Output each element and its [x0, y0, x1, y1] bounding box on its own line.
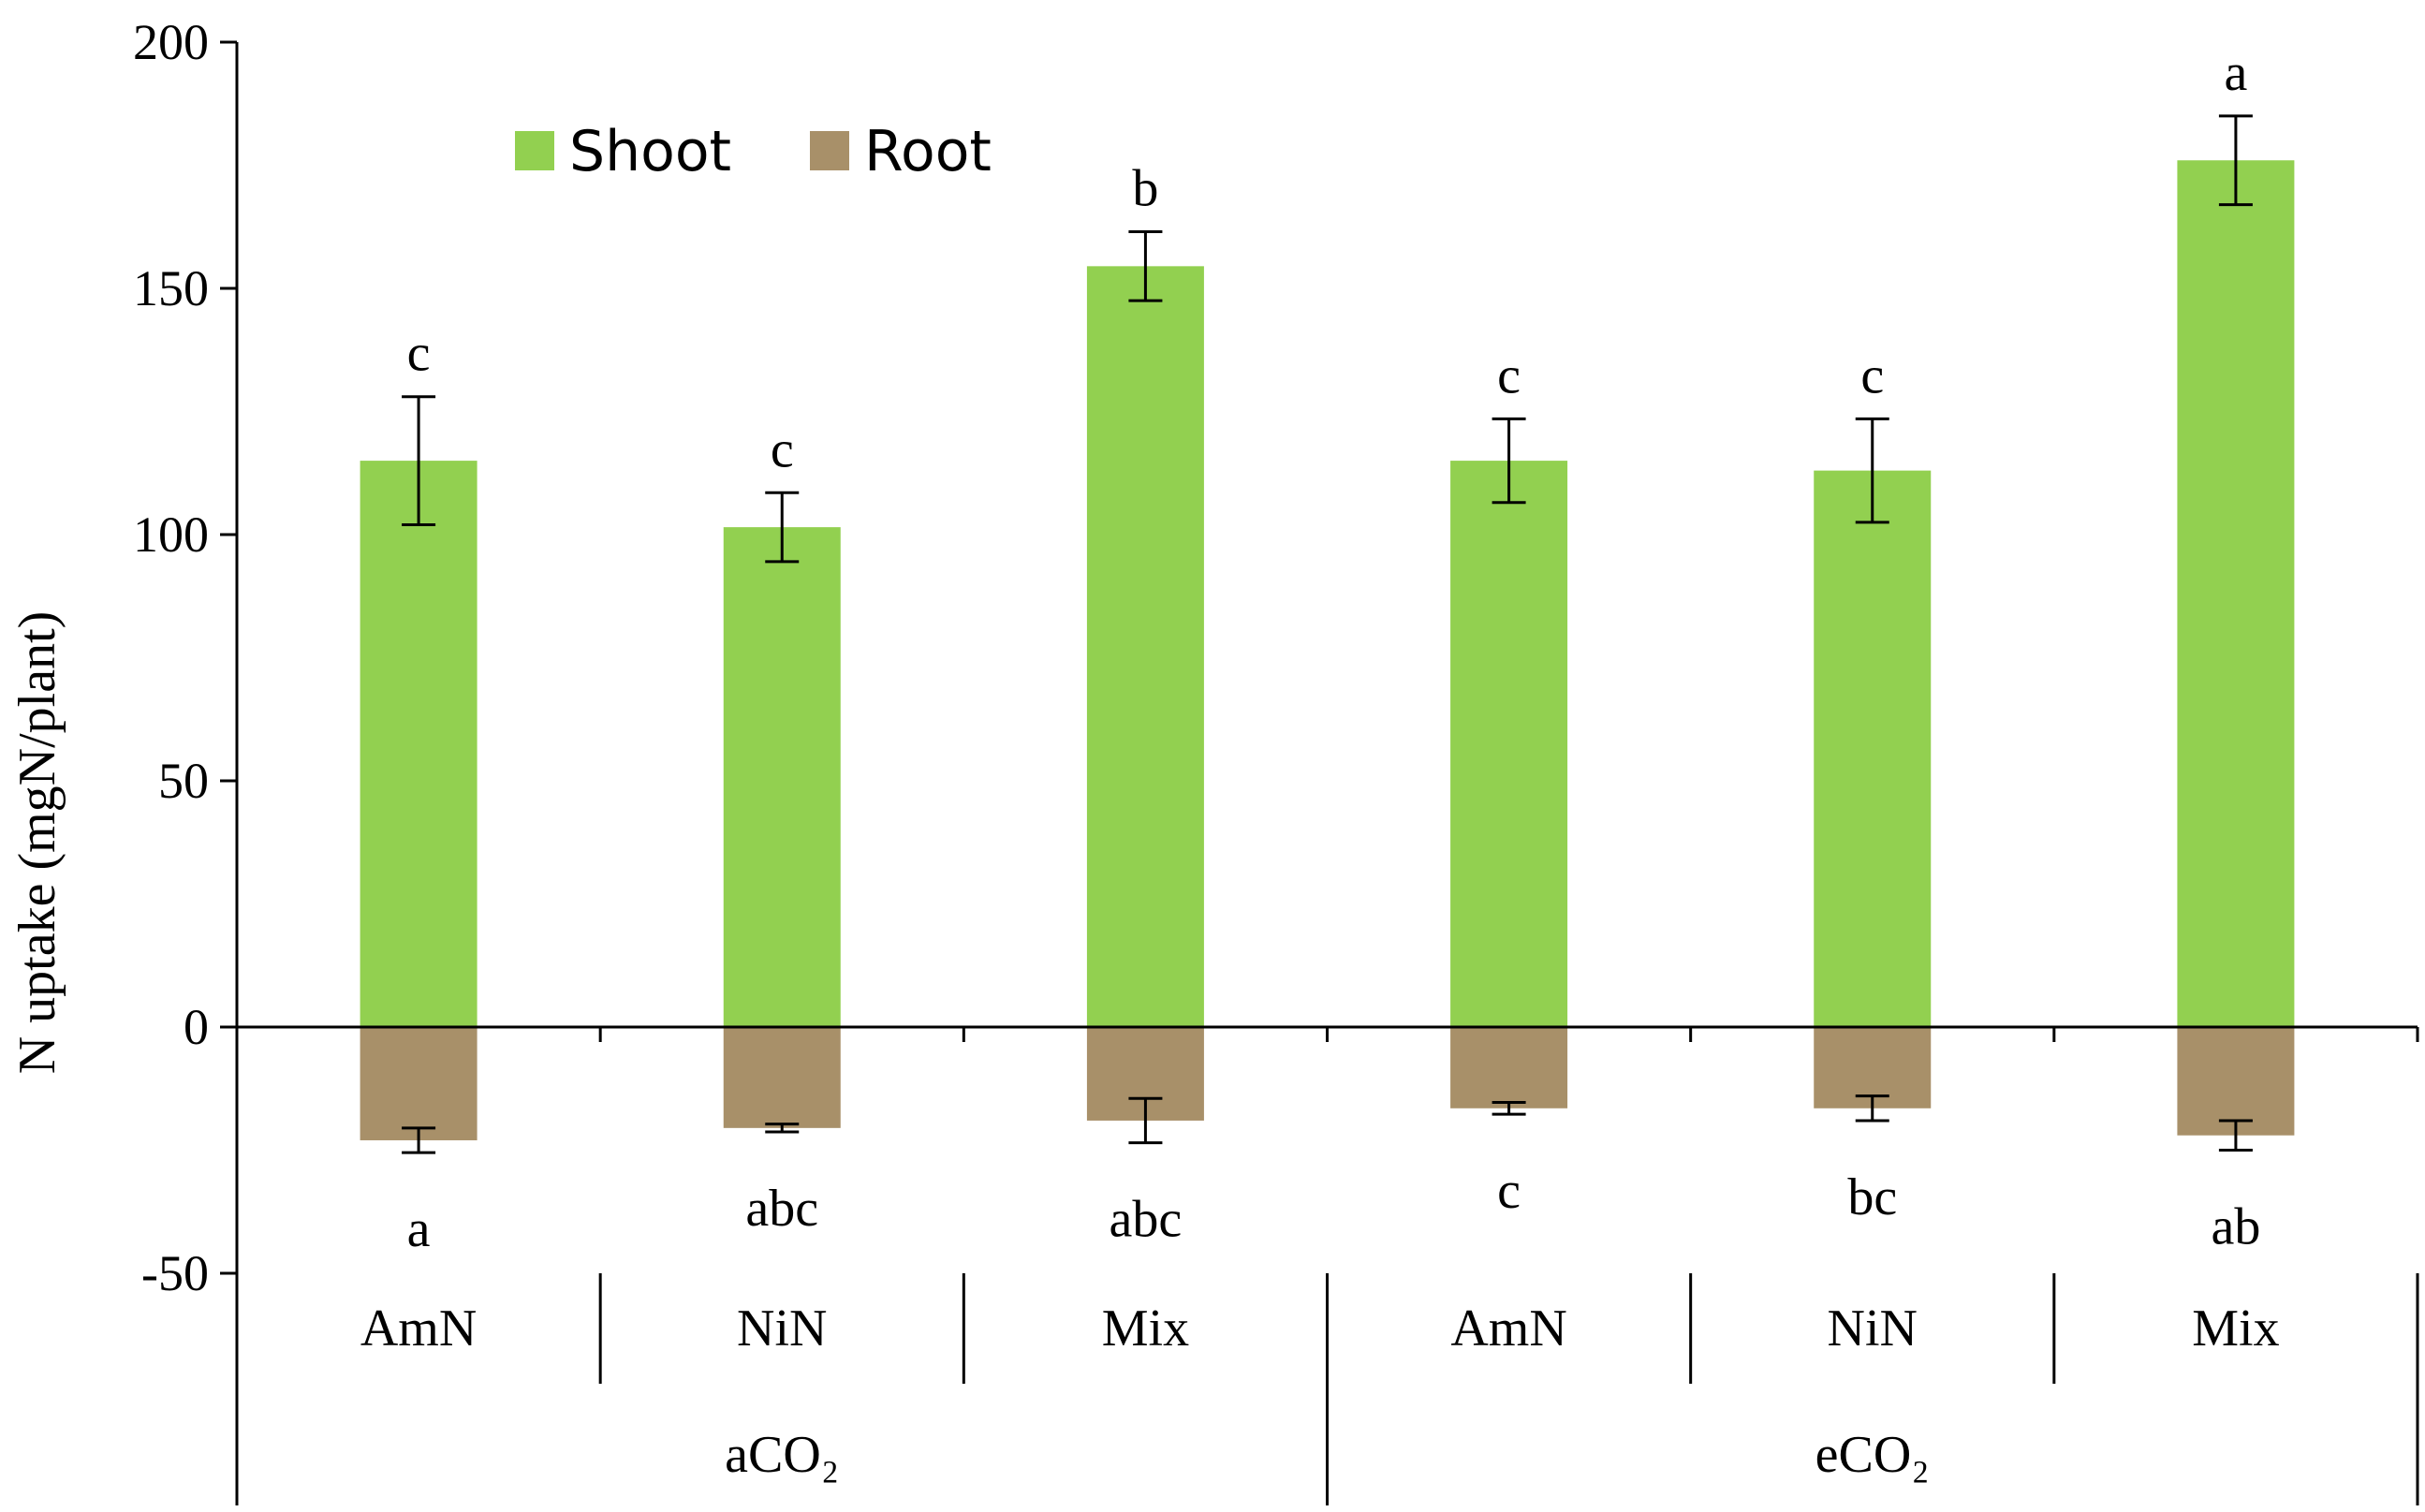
sig-letter-root-0: a — [407, 1200, 431, 1258]
sig-letter-root-4: bc — [1847, 1168, 1897, 1226]
legend-label-root: Root — [864, 119, 992, 184]
y-axis-label: N uptake (mgN/plant) — [8, 611, 66, 1075]
category-label-2: Mix — [1102, 1299, 1189, 1358]
y-tick-label: 200 — [133, 14, 209, 70]
sig-letter-shoot-3: c — [1497, 346, 1521, 404]
bar-shoot-0 — [360, 461, 478, 1028]
category-label-1: NiN — [737, 1299, 827, 1358]
sig-letter-root-1: abc — [745, 1180, 818, 1238]
legend-swatch-shoot — [515, 131, 554, 170]
bar-shoot-2 — [1086, 266, 1204, 1028]
sig-letter-shoot-2: b — [1132, 160, 1158, 218]
bar-shoot-4 — [1814, 470, 1932, 1027]
sig-letter-root-2: abc — [1110, 1191, 1183, 1249]
y-tick-label: 50 — [158, 753, 209, 809]
y-tick-label: 100 — [133, 506, 209, 563]
category-label-0: AmN — [360, 1299, 477, 1358]
bar-root-1 — [723, 1027, 841, 1128]
category-label-4: NiN — [1828, 1299, 1918, 1358]
legend-label-shoot: Shoot — [569, 119, 731, 184]
category-label-3: AmN — [1450, 1299, 1566, 1358]
bar-shoot-1 — [723, 527, 841, 1027]
legend-swatch-root — [810, 131, 849, 170]
bar-root-3 — [1450, 1027, 1568, 1108]
sig-letter-root-3: c — [1497, 1162, 1521, 1220]
sig-letter-shoot-0: c — [407, 325, 431, 383]
legend: Shoot Root — [515, 119, 992, 184]
y-tick-label: -50 — [141, 1245, 209, 1301]
group-label-0: aCO₂ — [725, 1426, 839, 1484]
y-tick-label: 150 — [133, 260, 209, 316]
sig-letter-shoot-4: c — [1860, 346, 1884, 404]
bar-shoot-3 — [1450, 461, 1568, 1028]
bar-root-0 — [360, 1027, 478, 1140]
group-label-1: eCO₂ — [1815, 1426, 1930, 1484]
y-tick-label: 0 — [184, 999, 209, 1055]
bar-shoot-5 — [2177, 160, 2295, 1028]
bar-root-5 — [2177, 1027, 2295, 1136]
category-label-5: Mix — [2192, 1299, 2279, 1358]
sig-letter-shoot-5: a — [2224, 44, 2247, 102]
sig-letter-shoot-1: c — [771, 420, 794, 478]
sig-letter-root-5: ab — [2211, 1198, 2260, 1256]
